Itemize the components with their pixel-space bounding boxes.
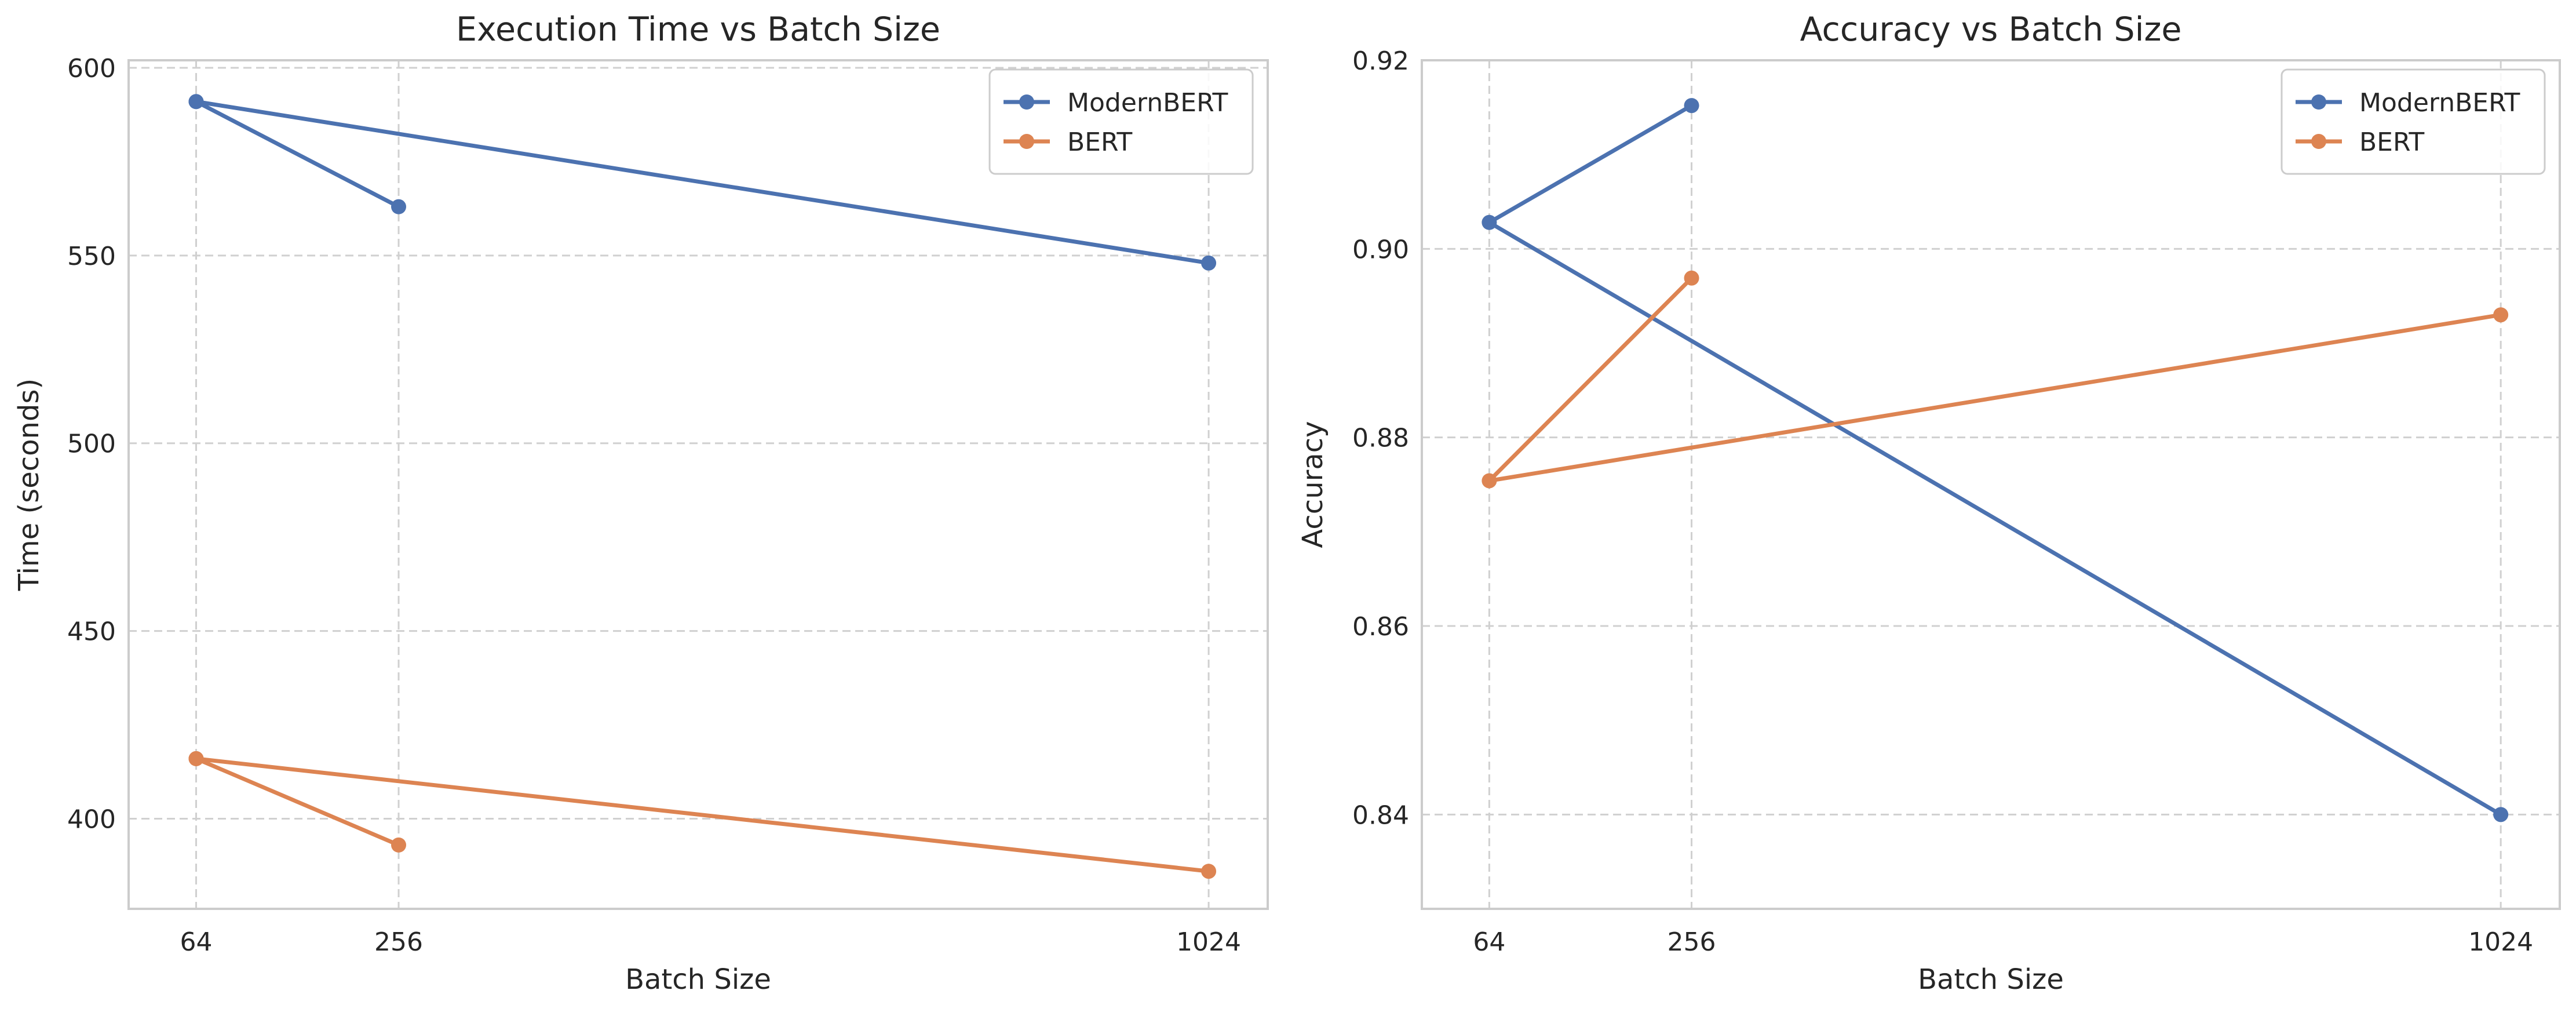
y-tick-label: 500	[67, 429, 116, 459]
y-tick-label: 450	[67, 617, 116, 647]
x-tick-label: 64	[1473, 927, 1505, 957]
legend-marker-1	[1019, 94, 1034, 110]
data-point	[1201, 255, 1217, 271]
data-point	[1684, 98, 1699, 114]
chart-panel-1: 64 256 1024 400 450 500 550 600 Execution Time v…	[13, 10, 1269, 996]
data-point	[188, 751, 204, 766]
data-point	[1482, 214, 1497, 230]
chart-panel-2: 64 256 1024 0.84 0.86 0.88 0.90 0.92 Accuracy vs…	[1297, 10, 2561, 996]
series-line-2	[194, 756, 1211, 873]
y-tick-label: 0.92	[1352, 46, 1409, 76]
y-tick-label: 0.86	[1352, 612, 1409, 642]
plot-frame	[127, 59, 1269, 910]
y-tick-label: 0.90	[1352, 235, 1409, 264]
x-tick-label: 256	[374, 927, 423, 957]
legend: ModernBERT BERT	[988, 68, 1254, 175]
y-tick-label: 0.84	[1352, 800, 1409, 830]
legend-marker-1	[2311, 94, 2326, 110]
y-tick-label: 600	[67, 54, 116, 83]
y-axis-label: Time (seconds)	[13, 378, 45, 591]
legend-marker-2	[1019, 134, 1034, 149]
x-axis-label: Batch Size	[625, 963, 771, 996]
data-point	[1684, 270, 1699, 286]
legend-label-2: BERT	[1067, 128, 1132, 157]
data-point	[1201, 864, 1217, 879]
y-tick-label: 550	[67, 242, 116, 271]
legend: ModernBERT BERT	[2281, 68, 2546, 175]
legend-box	[2281, 68, 2546, 175]
legend-box	[988, 68, 1254, 175]
data-point	[188, 94, 204, 110]
x-axis-label: Batch Size	[1918, 963, 2064, 996]
legend-label-2: BERT	[2359, 128, 2424, 157]
chart-title: Execution Time vs Batch Size	[456, 10, 940, 49]
data-point	[2493, 807, 2509, 822]
x-tick-label: 1024	[1176, 927, 1241, 957]
y-tick-label: 0.88	[1352, 424, 1409, 453]
y-axis-label: Accuracy	[1297, 421, 1329, 548]
plot-frame	[1421, 59, 2561, 910]
data-point	[2493, 307, 2509, 323]
data-point	[391, 837, 407, 853]
x-tick-label: 1024	[2468, 927, 2533, 957]
x-tick-label: 256	[1668, 927, 1716, 957]
series-line-1	[194, 99, 1211, 265]
legend-label-1: ModernBERT	[1067, 88, 1228, 118]
chart-title: Accuracy vs Batch Size	[1800, 10, 2182, 49]
legend-marker-2	[2311, 134, 2326, 149]
y-tick-label: 400	[67, 805, 116, 835]
data-point	[391, 199, 407, 214]
x-tick-label: 64	[180, 927, 213, 957]
data-point	[1482, 473, 1497, 489]
legend-label-1: ModernBERT	[2359, 88, 2520, 118]
